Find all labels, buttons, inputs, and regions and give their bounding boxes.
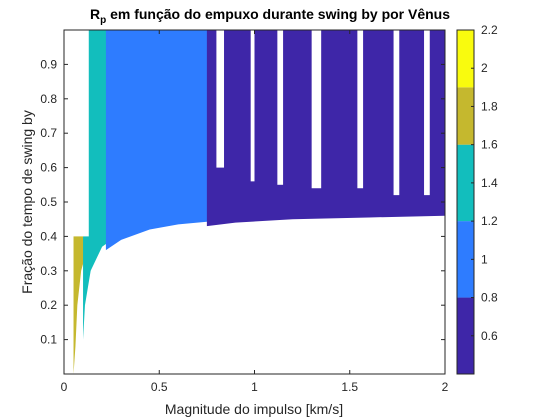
white-left-band	[64, 30, 89, 237]
colorbar-frame	[456, 29, 475, 375]
x-tick-label: 1	[251, 380, 258, 394]
x-tick-label: 1.5	[341, 380, 358, 394]
heatmap-regions	[64, 30, 445, 374]
x-axis-label: Magnitude do impulso [km/s]	[165, 401, 343, 417]
colorbar-band-1	[457, 221, 474, 298]
chart-title: Rp em função do empuxo durante swing by …	[90, 6, 450, 26]
x-tick-label: 2	[442, 380, 449, 394]
x-tick-label: 0	[61, 380, 68, 394]
white-streak-4	[357, 30, 364, 189]
white-streak-2	[277, 30, 284, 185]
x-tick-label: 0.5	[151, 380, 168, 394]
y-tick-label: 0.3	[40, 264, 57, 278]
white-streak-1	[250, 30, 255, 182]
colorbar: 0.6 0.8 1 1.2 1.4 1.6 1.8 2 2.2	[456, 23, 498, 375]
colorbar-tick-label: 0.6	[481, 329, 498, 343]
y-tick-label: 0.4	[40, 229, 57, 243]
colorbar-tick-label: 1.8	[481, 99, 498, 113]
colorbar-tick-label: 1	[481, 252, 488, 266]
chart-title-rest: em função do empuxo durante swing by por…	[106, 6, 450, 22]
y-tick-label: 0.6	[40, 161, 57, 175]
y-tick-label: 0.5	[40, 195, 57, 209]
y-axis: 0.1 0.2 0.3 0.4 0.5 0.6 0.7 0.8 0.9	[40, 57, 445, 347]
colorbar-tick-label: 1.4	[481, 176, 498, 190]
chart-title-subscript: p	[100, 15, 106, 26]
white-streak-3	[311, 30, 322, 189]
colorbar-bands	[457, 30, 474, 374]
colorbar-band-2	[457, 144, 474, 222]
colorbar-tick-label: 2	[481, 61, 488, 75]
y-tick-label: 0.2	[40, 298, 57, 312]
plot-area: 0 0.5 1 1.5 2 0.1 0.2 0.3 0.4 0.5 0.6 0.7 0.8 0.9	[40, 29, 449, 394]
y-tick-label: 0.9	[40, 57, 57, 71]
chart-title-main: R	[90, 6, 100, 22]
white-streak-6	[424, 30, 430, 196]
colorbar-band-0	[457, 297, 474, 374]
colorbar-tick-label: 2.2	[481, 23, 498, 37]
y-axis-label: Fração do tempo de swing by	[19, 110, 35, 294]
y-tick-label: 0.1	[40, 333, 57, 347]
colorbar-tick-label: 1.2	[481, 214, 498, 228]
white-streak-0	[216, 30, 225, 168]
region-4	[206, 30, 445, 227]
x-axis: 0 0.5 1 1.5 2	[61, 30, 449, 394]
white-streak-5	[393, 30, 400, 196]
y-tick-label: 0.7	[40, 126, 57, 140]
colorbar-ticks: 0.6 0.8 1 1.2 1.4 1.6 1.8 2 2.2	[471, 23, 498, 343]
colorbar-band-3	[457, 87, 474, 145]
y-tick-label: 0.8	[40, 92, 57, 106]
colorbar-tick-label: 1.6	[481, 138, 498, 152]
colorbar-tick-label: 0.8	[481, 291, 498, 305]
colorbar-band-4	[457, 30, 474, 88]
